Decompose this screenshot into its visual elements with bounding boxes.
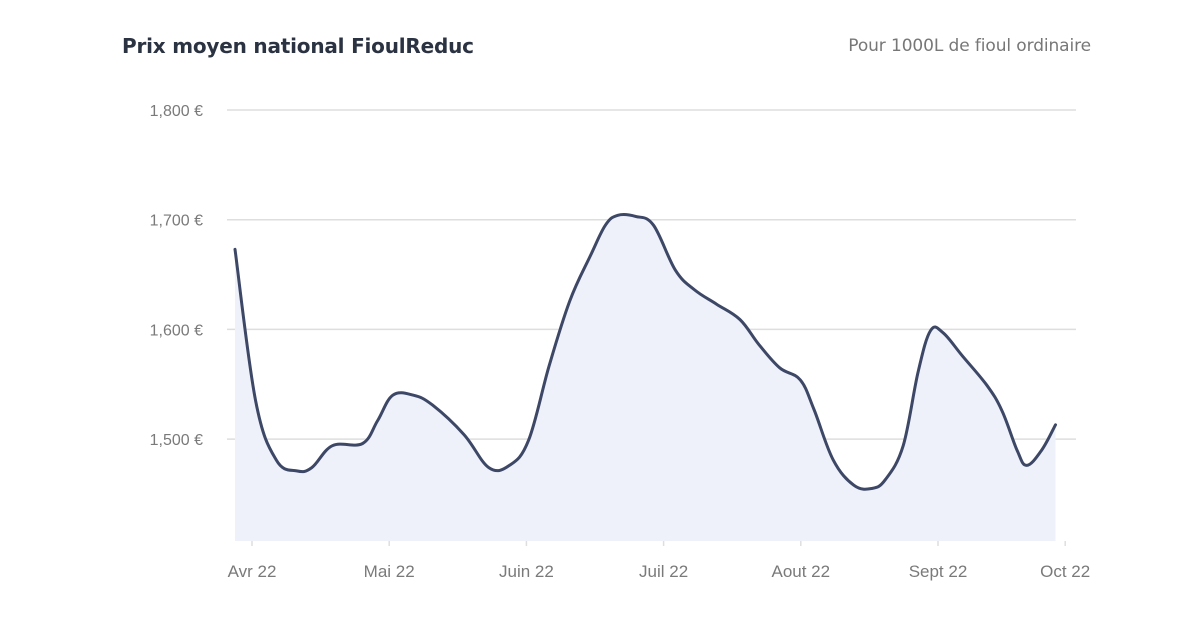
y-tick-label: 1,700 € (150, 213, 203, 230)
x-tick-label: Avr 22 (228, 562, 277, 581)
price-line (233, 212, 1057, 491)
x-tick-label: Juin 22 (499, 562, 554, 581)
y-tick-label: 1,800 € (150, 103, 203, 120)
y-tick-label: 1,500 € (150, 432, 203, 449)
y-tick-label: 1,600 € (150, 322, 203, 339)
x-axis: Avr 22 Mai 22 Juin 22 Juil 22 Aout 22 Sept 22… (228, 541, 1090, 581)
x-tick-label: Sept 22 (909, 562, 968, 581)
x-tick-label: Aout 22 (771, 562, 830, 581)
x-tick-label: Mai 22 (364, 562, 415, 581)
chart-subtitle: Pour 1000L de fioul ordinaire (848, 36, 1091, 56)
price-area (235, 214, 1056, 541)
x-tick-label: Oct 22 (1040, 562, 1090, 581)
x-tick-label: Juil 22 (639, 562, 688, 581)
chart-title: Prix moyen national FioulReduc (122, 34, 474, 58)
y-axis: 1,800 € 1,700 € 1,600 € 1,500 € (150, 103, 203, 449)
